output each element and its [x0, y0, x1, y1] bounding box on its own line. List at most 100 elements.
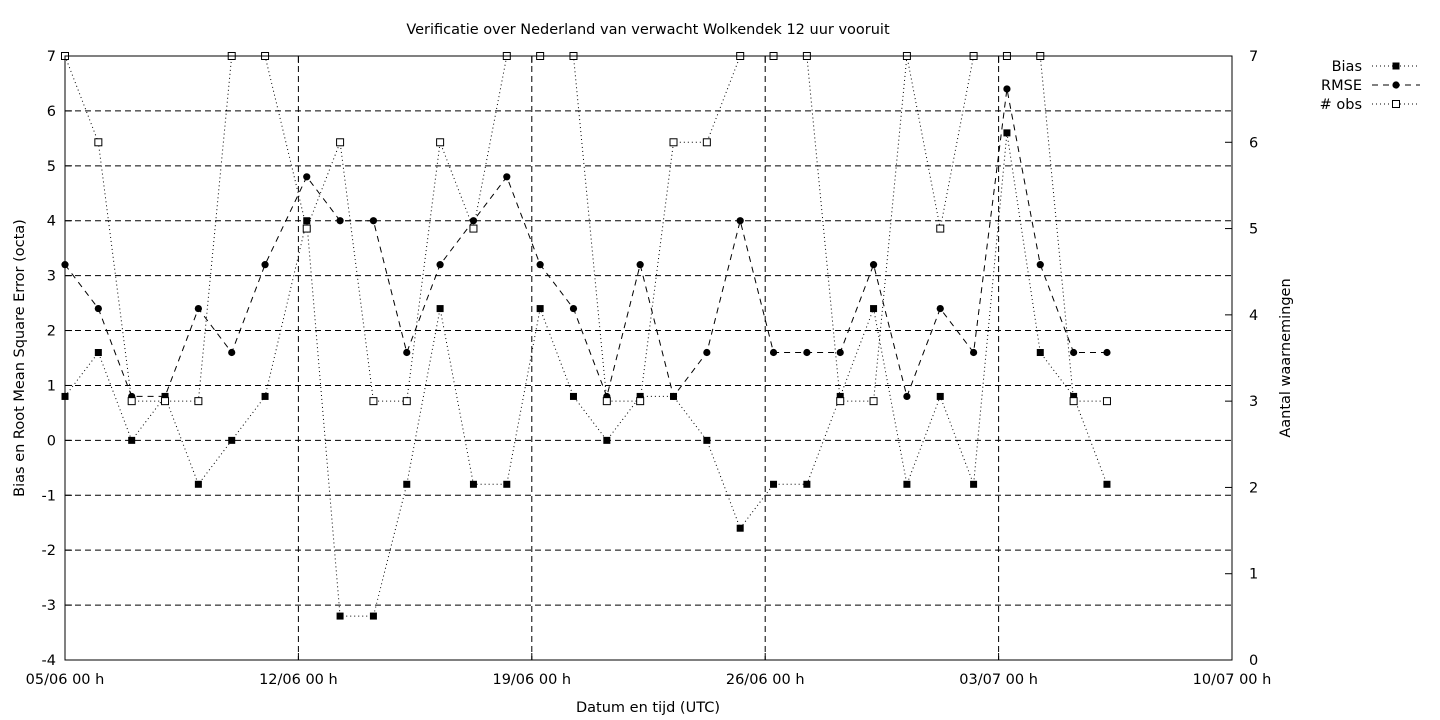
- data-point-obs: [194, 397, 203, 406]
- data-point-bias: [94, 349, 102, 357]
- legend-label-obs: # obs: [1320, 97, 1362, 113]
- data-point-rmse: [1070, 348, 1078, 357]
- data-point-obs: [836, 397, 845, 406]
- series-line-rmse: [64, 88, 1107, 399]
- data-point-rmse: [769, 348, 778, 357]
- data-point-obs: [369, 397, 378, 406]
- data-point-rmse: [569, 304, 578, 313]
- data-point-rmse: [936, 304, 944, 313]
- data-point-bias: [336, 612, 344, 620]
- series-line-obs: [64, 55, 1107, 402]
- data-point-bias: [1036, 349, 1044, 357]
- left-tick-label: -3: [42, 598, 56, 614]
- legend-label-bias: Bias: [1332, 59, 1362, 75]
- legend-marker-rmse: [1392, 81, 1400, 89]
- x-tick-label: 10/07 00 h: [1193, 672, 1272, 688]
- left-tick-label: 4: [47, 214, 56, 230]
- right-tick-label: 4: [1249, 308, 1258, 324]
- data-point-rmse: [369, 217, 378, 225]
- data-point-rmse: [1003, 85, 1011, 93]
- data-point-rmse: [669, 392, 678, 401]
- data-point-rmse: [303, 173, 311, 181]
- left-tick-label: -1: [42, 488, 56, 504]
- data-point-obs: [127, 397, 136, 406]
- data-point-obs: [602, 397, 611, 406]
- data-point-rmse: [261, 261, 269, 269]
- data-point-bias: [936, 392, 944, 400]
- right-tick-label: 5: [1249, 222, 1258, 238]
- data-point-bias: [403, 480, 411, 488]
- data-point-bias: [870, 305, 878, 313]
- data-point-obs: [1069, 397, 1078, 406]
- data-point-bias: [303, 217, 311, 225]
- data-point-rmse: [1036, 261, 1044, 269]
- legend: Bias RMSE # obs: [1320, 59, 1420, 113]
- left-tick-label: 1: [47, 378, 56, 394]
- data-point-rmse: [536, 261, 544, 269]
- data-point-bias: [228, 436, 236, 444]
- data-point-bias: [903, 480, 911, 488]
- right-tick-label: 1: [1249, 567, 1258, 583]
- data-point-bias: [436, 305, 444, 313]
- data-point-rmse: [969, 348, 978, 357]
- right-tick-label: 2: [1249, 480, 1258, 496]
- data-point-obs: [702, 138, 711, 147]
- left-tick-label: 6: [47, 104, 56, 120]
- data-point-obs: [469, 224, 478, 233]
- left-tick-label: 7: [47, 49, 56, 65]
- series-rmse: [61, 85, 1111, 401]
- data-point-bias: [970, 480, 978, 488]
- data-point-obs: [336, 138, 345, 147]
- data-point-rmse: [228, 348, 236, 357]
- data-point-rmse: [94, 304, 102, 313]
- data-point-rmse: [703, 348, 711, 357]
- plot-frame: [64, 55, 1233, 661]
- data-point-rmse: [903, 392, 911, 401]
- series-obs: [61, 52, 1111, 406]
- data-point-rmse: [869, 261, 878, 269]
- data-point-obs: [161, 397, 170, 406]
- data-point-obs: [669, 138, 678, 147]
- data-point-bias: [128, 436, 136, 444]
- right-tick-label: 3: [1249, 394, 1258, 410]
- series-line-bias: [64, 132, 1108, 617]
- legend-marker-obs: [1392, 100, 1400, 108]
- data-point-rmse: [336, 217, 344, 225]
- right-tick-label: 7: [1249, 49, 1258, 65]
- series-bias: [61, 129, 1111, 620]
- x-tick-label: 03/07 00 h: [959, 672, 1038, 688]
- x-tick-label: 26/06 00 h: [726, 672, 805, 688]
- data-point-bias: [636, 392, 644, 400]
- data-point-bias: [1103, 480, 1111, 488]
- data-point-bias: [569, 392, 577, 400]
- left-tick-label: 5: [47, 159, 56, 175]
- data-point-bias: [770, 480, 778, 488]
- data-point-bias: [261, 392, 269, 400]
- data-point-rmse: [636, 261, 644, 269]
- data-point-bias: [803, 480, 811, 488]
- x-axis-label: Datum en tijd (UTC): [576, 700, 720, 716]
- left-tick-label: 3: [47, 269, 56, 285]
- y-axis-label-left: Bias en Root Mean Square Error (octa): [12, 219, 28, 497]
- data-point-bias: [194, 480, 202, 488]
- data-point-obs: [436, 138, 445, 147]
- data-point-bias: [736, 524, 744, 532]
- data-point-bias: [469, 480, 477, 488]
- data-point-rmse: [436, 261, 444, 269]
- data-point-obs: [302, 224, 311, 233]
- data-point-bias: [1003, 129, 1011, 137]
- x-tick-label: 05/06 00 h: [26, 672, 105, 688]
- data-point-bias: [536, 305, 544, 313]
- data-point-bias: [703, 436, 711, 444]
- data-point-bias: [369, 612, 377, 620]
- x-tick-label: 12/06 00 h: [259, 672, 338, 688]
- left-tick-label: -4: [42, 653, 56, 669]
- data-point-bias: [603, 436, 611, 444]
- x-tick-label: 19/06 00 h: [492, 672, 571, 688]
- data-point-obs: [869, 397, 878, 406]
- data-point-obs: [1102, 397, 1111, 406]
- data-point-rmse: [736, 217, 744, 225]
- ticks-layer: -4 -3 -2 -1 0 1 2 3 4 5 6 7 0 1 2 3 4 5 6 7 05/06 00 h 12/06 …: [26, 49, 1272, 688]
- data-point-rmse: [469, 217, 478, 225]
